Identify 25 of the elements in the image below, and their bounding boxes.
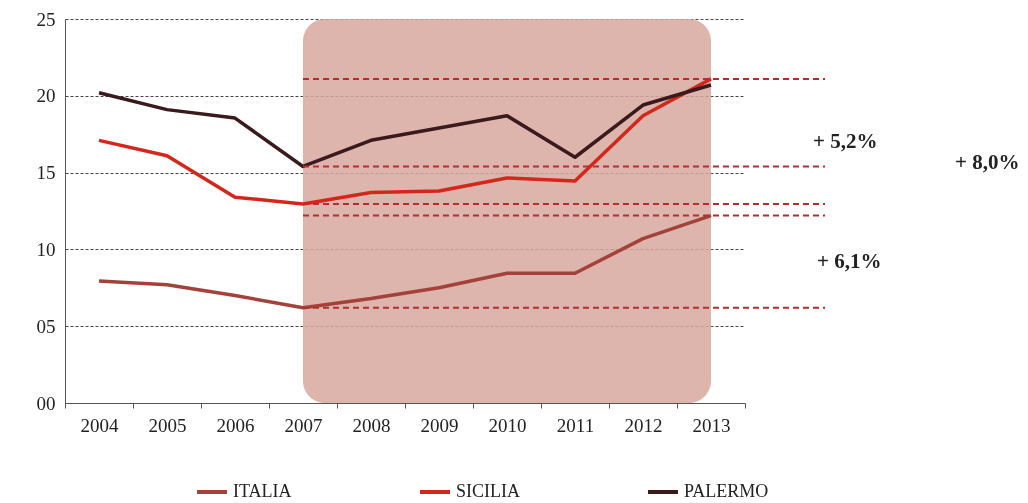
y-tick-label: 00 (36, 392, 56, 414)
line-series (97, 83, 713, 169)
text: + 5,2% (813, 129, 878, 153)
y-tick-label: 05 (36, 315, 56, 337)
legend-label: ITALIA (233, 481, 292, 501)
x-tick-label: 2011 (556, 414, 595, 436)
x-tick-label: 2007 (284, 414, 323, 436)
text: + 8,0% (955, 150, 1020, 174)
x-tick-label: 2004 (80, 414, 119, 436)
line-series (97, 213, 713, 310)
line-series (97, 77, 713, 206)
x-tick-label: 2005 (148, 414, 187, 436)
x-tick-label: 2013 (692, 414, 731, 436)
y-tick-label: 10 (36, 238, 56, 260)
x-tick-label: 2009 (420, 414, 459, 436)
legend-label: PALERMO (684, 481, 769, 501)
text: + 6,1% (817, 249, 882, 273)
y-tick-label: 20 (36, 85, 56, 107)
legend-label: SICILIA (456, 481, 520, 501)
y-tick-label: 25 (36, 8, 56, 30)
x-tick-label: 2008 (352, 414, 391, 436)
x-tick-label: 2006 (216, 414, 255, 436)
x-tick-label: 2012 (624, 414, 663, 436)
x-tick-label: 2010 (488, 414, 527, 436)
y-tick-label: 15 (36, 162, 56, 184)
